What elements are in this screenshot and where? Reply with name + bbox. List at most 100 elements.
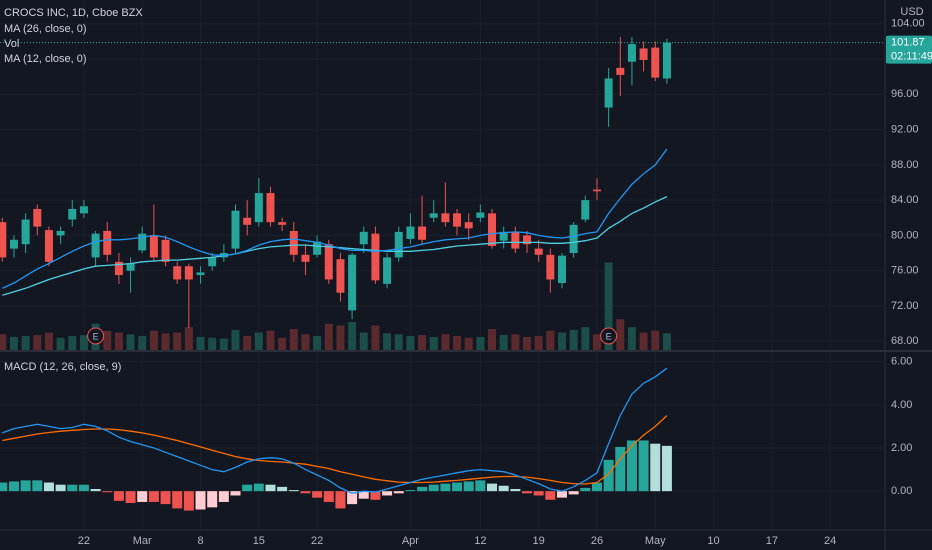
volume-bar <box>149 330 158 350</box>
volume-bar <box>44 332 53 350</box>
symbol-title: CROCS INC, 1D, Cboe BZX <box>4 7 143 19</box>
x-tick-label: 10 <box>707 535 719 547</box>
volume-bar <box>453 336 462 350</box>
candle-body <box>301 254 310 262</box>
histogram-bar <box>440 483 451 492</box>
volume-bar <box>243 336 252 350</box>
histogram-bar <box>498 485 509 492</box>
histogram-bar <box>160 491 171 505</box>
candle-body <box>266 193 275 223</box>
candle-body <box>9 239 18 249</box>
moving-average-line <box>2 148 668 289</box>
y-tick-label: 0.00 <box>891 485 912 497</box>
volume-bar <box>511 334 520 350</box>
volume-bar <box>313 336 322 350</box>
candle-body <box>289 230 298 255</box>
y-tick-label: 92.00 <box>891 124 919 136</box>
histogram-bar <box>417 486 428 492</box>
histogram-bar <box>463 481 474 492</box>
y-tick-label: 88.00 <box>891 159 919 171</box>
histogram-bar <box>55 484 66 492</box>
candle-body <box>21 219 30 245</box>
countdown-label: 02:11:49 <box>891 50 932 62</box>
histogram-bar <box>475 480 486 492</box>
candle-body <box>196 272 205 276</box>
histogram-bar <box>358 491 369 499</box>
histogram-bar <box>393 491 404 494</box>
candle-body <box>91 233 100 258</box>
candle-body <box>546 254 555 280</box>
y-tick-label: 72.00 <box>891 300 919 312</box>
y-tick-label: 68.00 <box>891 335 919 347</box>
histogram-bar <box>137 491 148 502</box>
histogram-bar <box>568 491 579 495</box>
volume-bar <box>126 334 135 350</box>
histogram-bar <box>545 491 556 500</box>
candle-body <box>359 231 368 245</box>
volume-bar <box>103 330 112 350</box>
volume-bar <box>184 327 193 350</box>
volume-bar <box>476 336 485 350</box>
histogram-bar <box>90 489 101 492</box>
candle-body <box>616 67 625 75</box>
volume-bar <box>196 336 205 350</box>
histogram-bar <box>661 445 672 492</box>
volume-bar <box>324 323 333 350</box>
candle-body <box>604 78 613 108</box>
candle-body <box>243 217 252 225</box>
volume-bar <box>336 325 345 350</box>
candle-body <box>662 42 671 79</box>
volume-bar <box>68 336 77 350</box>
candle-body <box>581 200 590 220</box>
histogram-bar <box>370 491 381 500</box>
histogram-bar <box>428 484 439 492</box>
candle-body <box>0 222 7 258</box>
earnings-circle <box>87 327 105 345</box>
y-tick-label: 80.00 <box>891 229 919 241</box>
histogram-bar <box>265 484 276 492</box>
histogram-bar <box>452 482 463 492</box>
volume-bar <box>592 334 601 350</box>
y-tick-label: 2.00 <box>891 442 912 454</box>
candle-body <box>511 231 520 249</box>
histogram-bar <box>405 490 416 492</box>
candle-body <box>651 47 660 78</box>
histogram-bar <box>382 491 393 496</box>
candle-body <box>429 213 438 218</box>
earnings-marker: E <box>600 327 618 345</box>
histogram-bar <box>591 482 602 492</box>
volume-bar <box>639 332 648 350</box>
histogram-bar <box>242 484 253 492</box>
candle-body <box>33 208 42 227</box>
histogram-bar <box>102 491 113 493</box>
candle-body <box>44 230 53 262</box>
last-price-label: 101.87 <box>891 36 925 48</box>
volume-bar <box>616 319 625 350</box>
x-tick-label: 19 <box>533 535 545 547</box>
x-tick-label: 8 <box>197 535 203 547</box>
histogram-bar <box>300 491 311 494</box>
histogram-bar <box>253 483 264 492</box>
volume-bar <box>546 330 555 350</box>
candle-body <box>523 235 531 245</box>
candle-body <box>173 266 182 280</box>
y-tick-label: 76.00 <box>891 265 919 277</box>
candle-body <box>336 259 345 293</box>
histogram-bar <box>207 491 218 508</box>
candle-body <box>114 261 123 276</box>
candle-body <box>313 241 322 255</box>
histogram-bar <box>67 484 78 492</box>
histogram-bar <box>650 443 661 492</box>
candle-body <box>569 224 578 254</box>
axes: 22 Mar 8 15 22 Apr 12 19 26 May 10 17 24 68.00 72.00 76… <box>78 18 932 547</box>
candle-body <box>149 235 158 258</box>
histogram-bar <box>533 491 544 496</box>
earnings-label: E <box>606 331 612 341</box>
x-tick-label: 24 <box>824 535 836 547</box>
macd-legend: MACD (12, 26, close, 9) <box>4 361 121 373</box>
histogram-bar <box>277 486 288 492</box>
volume-bar <box>488 329 497 350</box>
histogram-bar <box>43 482 54 492</box>
candle-body <box>394 231 403 258</box>
histogram-bar <box>172 491 183 509</box>
